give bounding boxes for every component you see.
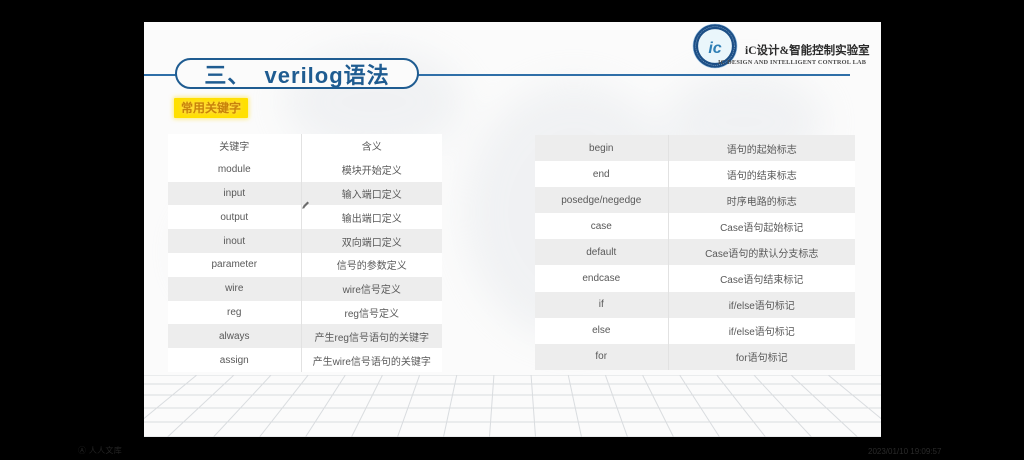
svg-text:ic: ic	[708, 40, 721, 57]
